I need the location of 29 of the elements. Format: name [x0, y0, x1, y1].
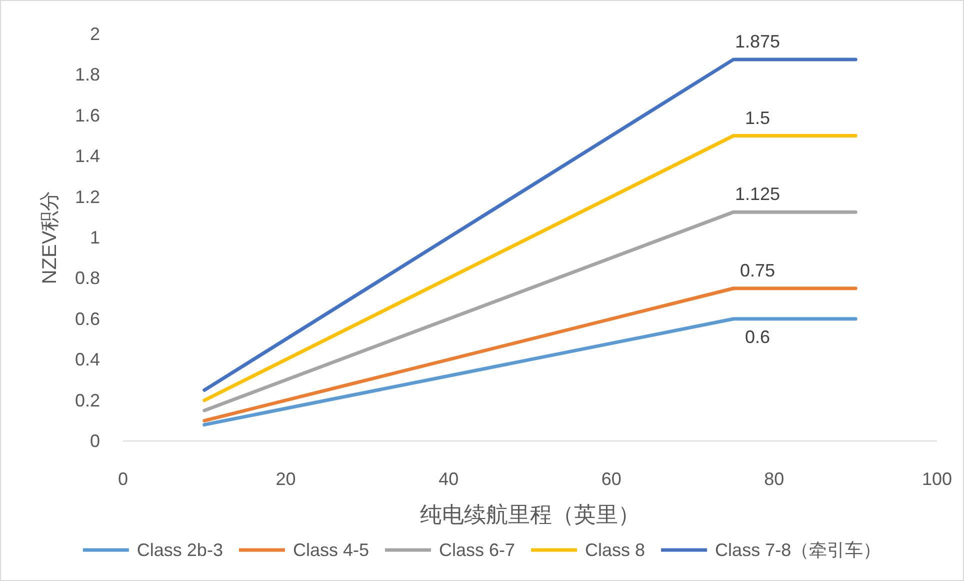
y-tick-label: 0.2 [74, 390, 100, 410]
y-tick-label: 0 [90, 431, 100, 451]
x-axis-title: 纯电续航里程（英里） [420, 502, 640, 527]
y-tick-label: 1.4 [74, 146, 100, 166]
y-axis-title: NZEV积分 [39, 190, 61, 284]
x-tick-label: 60 [601, 469, 622, 489]
data-label: 1.875 [734, 31, 780, 52]
y-tick-label: 0.6 [74, 308, 100, 329]
y-tick-label: 1.2 [74, 186, 100, 207]
data-label: 0.75 [740, 260, 776, 280]
data-label: 1.5 [744, 108, 770, 128]
y-tick-label: 2 [90, 24, 100, 44]
x-tick-label: 20 [276, 469, 296, 489]
legend-label: Class 6-7 [438, 540, 516, 560]
y-tick-label: 1 [90, 228, 100, 248]
y-tick-label: 0.8 [74, 268, 100, 288]
x-tick-label: 40 [438, 469, 459, 489]
x-tick-label: 100 [922, 469, 952, 489]
y-tick-label: 1.6 [74, 105, 100, 126]
legend-label: Class 8 [585, 540, 646, 560]
y-tick-label: 1.8 [74, 64, 100, 85]
x-tick-label: 80 [764, 469, 784, 489]
x-tick-label: 0 [118, 469, 128, 489]
legend-label: Class 4-5 [292, 540, 369, 560]
legend-label: Class 2b-3 [136, 540, 223, 560]
legend-label: Class 7-8（牵引车） [715, 540, 882, 560]
data-label: 0.6 [744, 326, 770, 347]
data-label: 1.125 [734, 184, 780, 204]
y-tick-label: 0.4 [74, 350, 100, 370]
